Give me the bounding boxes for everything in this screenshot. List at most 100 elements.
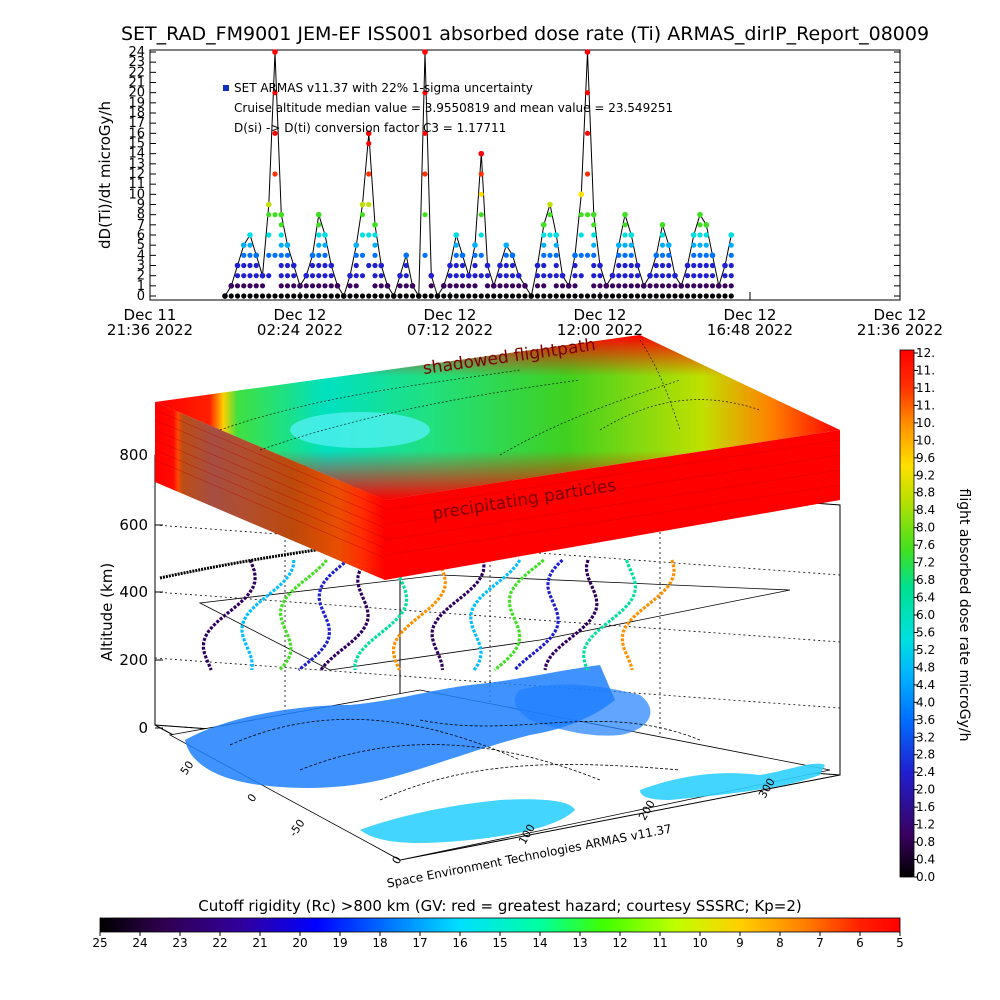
dose-data-point [247, 232, 253, 238]
dose-sample-dot [553, 283, 559, 289]
dose-data-point [278, 211, 285, 218]
dose-sample-dot [709, 273, 716, 279]
rigidity-colorbar-tick-label: 10 [692, 936, 707, 950]
y-tick-label: 14 [128, 147, 145, 162]
dose-sample-dot [691, 293, 697, 299]
dose-sample-dot [541, 252, 547, 258]
dose-sample-dot [584, 252, 591, 258]
orbit-track [353, 559, 409, 670]
dose-data-point [465, 272, 472, 279]
rigidity-colorbar-tick-label: 8 [776, 936, 784, 950]
dose-sample-dot [428, 293, 434, 299]
dose-sample-dot [366, 232, 372, 238]
dose-sample-dot [578, 252, 584, 258]
dose-sample-dot [584, 90, 591, 96]
dose-sample-dot [484, 283, 491, 289]
rigidity-colorbar-tick-label: 11 [652, 936, 667, 950]
dose-sample-dot [716, 293, 722, 299]
dose-sample-dot [359, 293, 366, 299]
dose-sample-dot [378, 283, 384, 289]
y-tick-label: 6 [137, 228, 145, 243]
dose-sample-dot [472, 293, 478, 299]
dose-sample-dot [666, 273, 672, 279]
dose-sample-dot [291, 283, 297, 289]
dose-data-point [728, 232, 735, 238]
dose-sample-dot [478, 191, 484, 197]
dose-data-point [553, 232, 560, 238]
dose-sample-dot [478, 252, 484, 258]
dose-colorbar-tick-label: 6.8 [916, 573, 935, 587]
flight-path-fragment [159, 546, 331, 580]
dose-sample-dot [697, 252, 703, 258]
orbit-track [319, 558, 370, 671]
dose-data-point [703, 222, 710, 228]
dose-sample-dot [322, 273, 328, 279]
orbit-track [513, 558, 564, 672]
orbit-track [201, 559, 257, 671]
top-y-axis-label: dD(Ti)/dt microGy/h [96, 101, 114, 249]
dose-sample-dot [534, 273, 541, 279]
dose-data-point [672, 272, 678, 279]
dose-sample-dot [628, 252, 634, 258]
dose-data-point [403, 252, 410, 259]
dose-data-point [290, 262, 297, 269]
dose-sample-dot [316, 242, 322, 248]
y-tick-label: 17 [128, 116, 145, 131]
dose-sample-dot [422, 171, 428, 177]
dose-sample-dot [478, 171, 484, 177]
dose-sample-dot [284, 273, 291, 279]
dose-data-point [378, 262, 385, 269]
dose-sample-dot [634, 293, 641, 299]
dose-sample-dot [547, 273, 553, 279]
dose-sample-dot [328, 293, 334, 299]
rigidity-colorbar-tick-label: 13 [572, 936, 587, 950]
dose-data-point [284, 242, 291, 248]
dose-sample-dot [241, 252, 247, 258]
dose-sample-dot [378, 273, 384, 279]
dose-sample-dot [622, 252, 628, 258]
dose-sample-dot [453, 293, 459, 299]
y-tick-label: 23 [128, 55, 145, 70]
dose-colorbar-tick-label: 8.0 [916, 521, 935, 535]
dose-data-point [353, 242, 360, 248]
dose-sample-dot [591, 242, 597, 248]
dose-data-point [222, 293, 228, 299]
dose-sample-dot [466, 293, 472, 299]
dose-sample-dot [453, 262, 459, 269]
map-ground-tracks [229, 718, 701, 801]
dose-sample-dot [591, 273, 597, 279]
dose-sample-dot [628, 262, 634, 269]
lat-tick-label: 0 [245, 791, 260, 804]
dose-sample-dot [722, 293, 728, 299]
dose-data-point [684, 262, 691, 269]
dose-data-point [234, 262, 241, 269]
top-plot-frame [149, 49, 901, 301]
dose-sample-dot [522, 293, 528, 299]
dose-sample-dot [253, 273, 259, 279]
rigidity-colorbar-tick-label: 18 [372, 936, 387, 950]
dose-data-point [522, 283, 528, 289]
dose-sample-dot [541, 262, 547, 269]
dose-data-point [622, 211, 628, 218]
dose-sample-dot [459, 283, 466, 289]
dose-data-point [415, 293, 422, 299]
dose-colorbar-tick-label: 2.4 [916, 765, 935, 779]
dose-colorbar-label: flight absorbed dose rate microGy/h [956, 489, 972, 742]
legend-marker [223, 85, 229, 91]
dose-sample-dot [572, 262, 578, 269]
dose-sample-dot [353, 262, 359, 269]
dose-data-point [322, 232, 328, 238]
dose-sample-dot [241, 283, 247, 289]
dose-sample-dot [709, 262, 716, 269]
dose-sample-dot [722, 283, 728, 289]
dose-sample-dot [372, 232, 378, 238]
dose-sample-dot [578, 232, 584, 238]
dose-sample-dot [584, 171, 591, 177]
dose-sample-dot [484, 293, 491, 299]
dose-sample-dot [247, 252, 253, 258]
dose-sample-dot [697, 293, 703, 299]
dose-sample-dot [728, 293, 734, 299]
y-tick-label: 2 [137, 269, 145, 284]
dose-colorbar-tick-label: 4.8 [916, 660, 935, 674]
